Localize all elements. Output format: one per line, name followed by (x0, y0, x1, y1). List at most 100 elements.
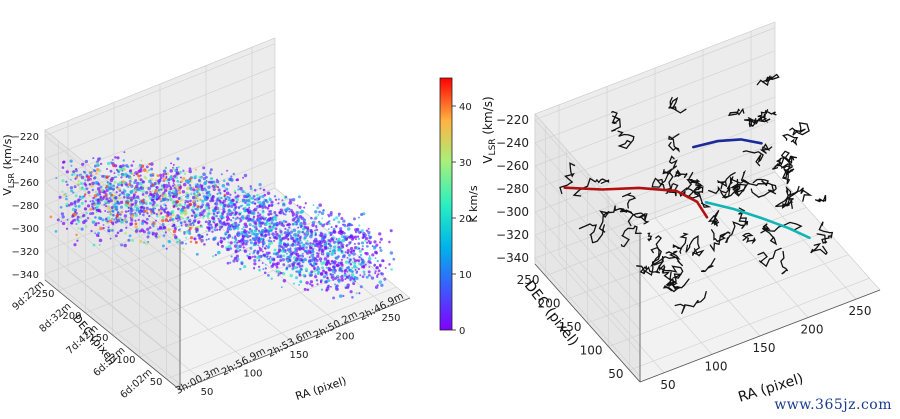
emission-point (192, 205, 195, 208)
emission-point (120, 210, 124, 214)
emission-point (346, 256, 349, 259)
emission-point (199, 224, 202, 227)
emission-point (217, 223, 221, 227)
emission-point (360, 256, 363, 259)
emission-point (172, 179, 176, 183)
emission-point (244, 191, 247, 194)
emission-point (236, 226, 240, 230)
emission-point (129, 212, 133, 215)
emission-point (218, 192, 221, 195)
emission-point (356, 229, 360, 232)
skeleton-branch (789, 122, 810, 136)
emission-point (318, 210, 321, 214)
emission-point (73, 201, 77, 206)
emission-point (251, 255, 254, 258)
emission-point (74, 169, 78, 173)
emission-point (161, 199, 164, 202)
emission-point (201, 203, 205, 207)
emission-point (351, 296, 354, 299)
emission-point (65, 180, 68, 183)
emission-point (143, 209, 147, 213)
emission-point (267, 212, 271, 216)
emission-point (242, 246, 245, 249)
emission-point (142, 241, 146, 244)
skeleton-branch (598, 205, 625, 233)
emission-point (151, 198, 155, 202)
emission-point (163, 208, 166, 211)
emission-point (378, 280, 383, 284)
emission-point (363, 273, 366, 276)
emission-point (172, 223, 176, 227)
emission-point (116, 211, 120, 214)
dec-axis-line (44, 279, 181, 391)
emission-point (318, 240, 321, 244)
emission-point (257, 259, 261, 262)
emission-point (226, 196, 229, 198)
emission-point (154, 234, 158, 238)
emission-point (164, 166, 168, 170)
emission-point (130, 164, 134, 167)
emission-point (227, 233, 231, 237)
emission-point (110, 193, 114, 197)
emission-point (73, 212, 77, 217)
emission-point (98, 243, 101, 246)
emission-point (298, 273, 302, 277)
emission-point (163, 193, 167, 197)
emission-point (337, 261, 340, 265)
emission-point (150, 173, 154, 177)
emission-point (206, 215, 210, 218)
emission-point (159, 210, 162, 213)
emission-point (91, 220, 95, 224)
emission-point (314, 233, 317, 236)
emission-point (109, 213, 112, 216)
emission-point (203, 180, 208, 185)
emission-point (92, 157, 95, 160)
emission-point (253, 242, 256, 245)
emission-point (118, 181, 122, 185)
emission-point (171, 184, 175, 187)
ra-tick-label: 250 (849, 304, 872, 318)
highlighted-filament (704, 201, 811, 240)
emission-point (238, 217, 241, 220)
vlsr-tick-label: −280 (12, 201, 39, 212)
emission-point (94, 206, 97, 209)
emission-point (328, 222, 331, 225)
emission-point (84, 200, 87, 203)
emission-point (263, 241, 266, 245)
grid-line (534, 211, 641, 331)
emission-point (319, 222, 323, 226)
emission-point (142, 213, 145, 217)
emission-point (221, 184, 226, 188)
grid-line (534, 73, 776, 167)
emission-point (276, 269, 281, 274)
emission-point (171, 213, 175, 217)
emission-point (379, 237, 383, 241)
emission-point (258, 182, 262, 187)
emission-point (179, 221, 183, 225)
emission-point (322, 239, 327, 244)
emission-point (89, 178, 92, 181)
emission-point (241, 237, 245, 241)
emission-point (91, 199, 94, 203)
emission-point (262, 209, 265, 212)
emission-point (279, 243, 282, 246)
emission-point (320, 288, 324, 291)
emission-point (291, 222, 295, 226)
emission-point (211, 194, 215, 198)
emission-point (270, 240, 273, 243)
emission-point (306, 227, 310, 231)
emission-point (314, 231, 317, 235)
emission-point (119, 164, 123, 169)
emission-point (263, 271, 267, 274)
emission-point (353, 258, 358, 263)
emission-point (314, 268, 318, 272)
emission-point (85, 174, 89, 177)
emission-point (367, 273, 371, 277)
emission-point (340, 217, 344, 220)
emission-point (113, 207, 116, 210)
emission-point (327, 221, 330, 224)
emission-point (368, 255, 371, 257)
emission-point (348, 274, 351, 277)
emission-point (66, 218, 69, 221)
emission-point (237, 250, 240, 253)
